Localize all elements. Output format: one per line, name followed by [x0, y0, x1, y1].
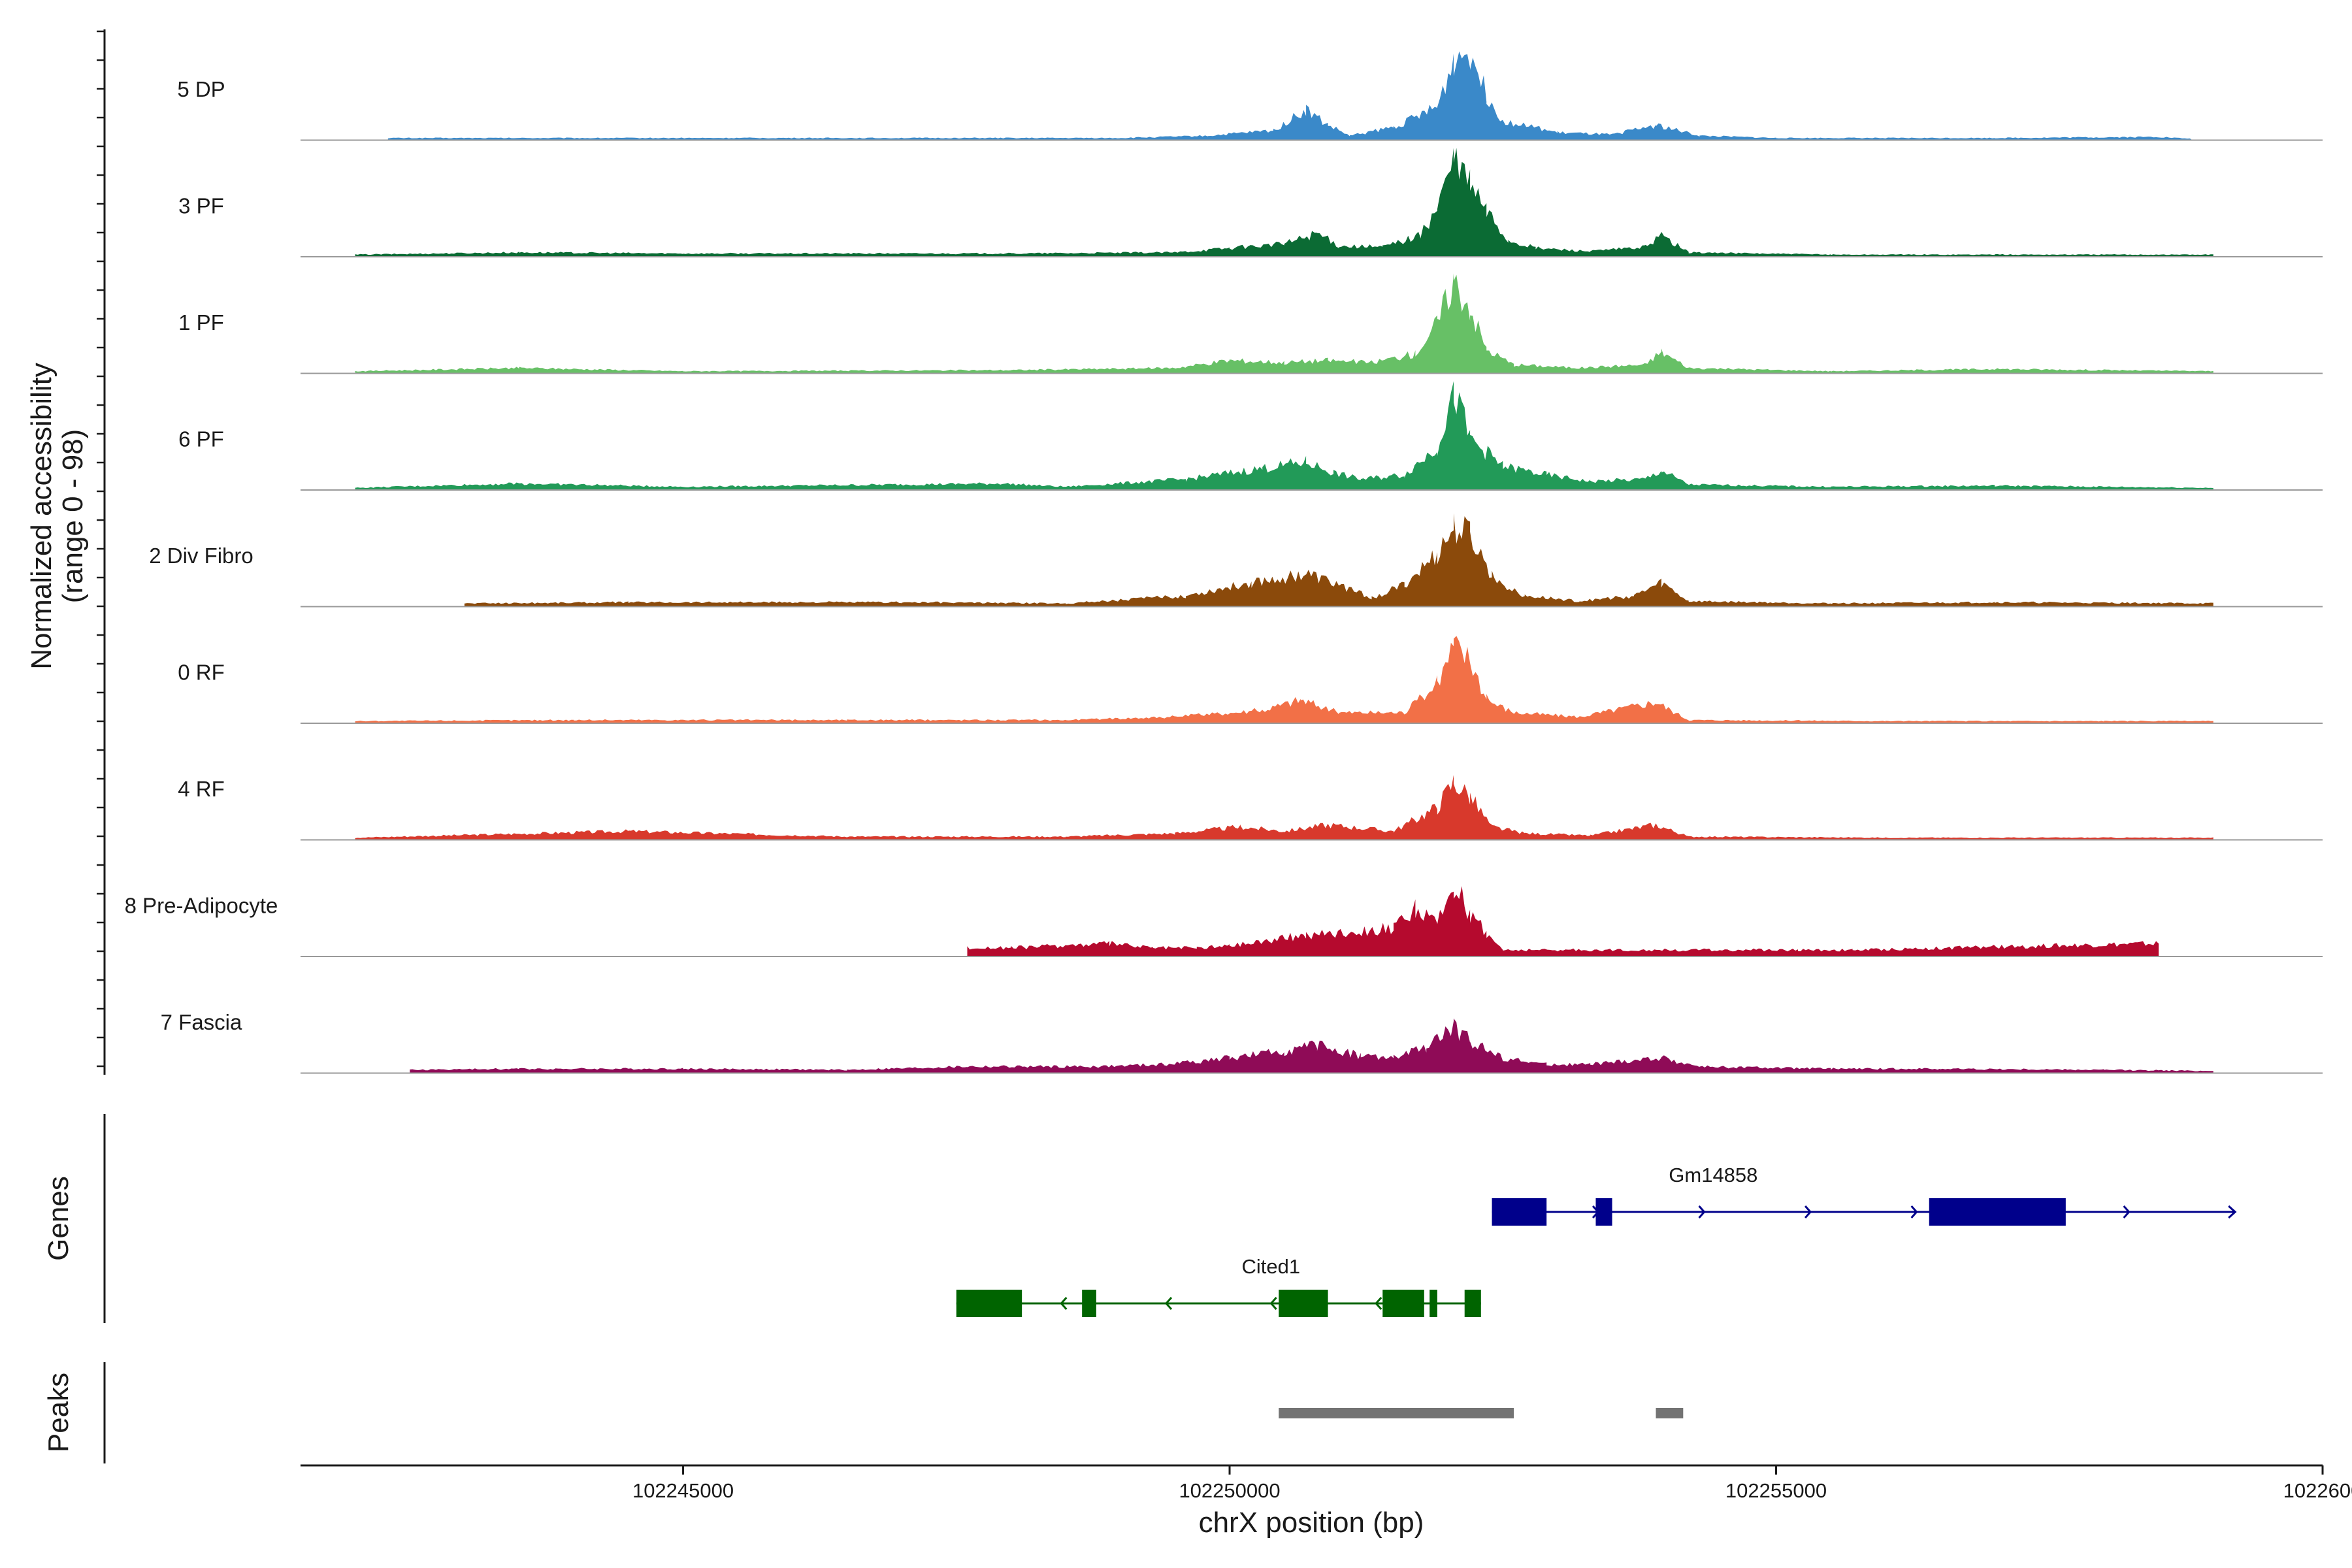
strand-arrow: [2228, 1205, 2237, 1219]
peak-annotations: [1279, 1408, 1684, 1418]
peak-block: [1656, 1408, 1684, 1418]
left-axis-group: Normalized accessibility (range 0 - 98) …: [25, 29, 106, 1463]
track-label: 3 PF: [178, 194, 224, 218]
track-area-6-pf: [355, 381, 2213, 490]
strand-arrow: [1804, 1205, 1812, 1218]
strand-arrow: [1269, 1297, 1277, 1310]
x-tick-label: 102250000: [1179, 1479, 1280, 1502]
strand-arrow: [1698, 1205, 1706, 1218]
track-1-pf: 1 PF: [178, 273, 2323, 374]
x-tick-label: 102245000: [632, 1479, 734, 1502]
strand-arrow: [1910, 1205, 1918, 1218]
track-area-8-pre-adipocyte: [967, 886, 2159, 956]
x-tick-label: 1022600: [2283, 1479, 2352, 1502]
track-label: 4 RF: [178, 777, 225, 801]
exon-block: [1929, 1198, 2066, 1226]
track-area-5-dp: [387, 51, 2213, 140]
track-0-rf: 0 RF: [178, 636, 2323, 724]
exon-block: [1492, 1198, 1547, 1226]
track-8-pre-adipocyte: 8 Pre-Adipocyte: [125, 886, 2323, 957]
track-4-rf: 4 RF: [178, 775, 2323, 841]
exon-block: [1429, 1290, 1437, 1317]
gene-label: Cited1: [1241, 1255, 1300, 1278]
exon-block: [956, 1290, 1022, 1317]
exon-block: [1464, 1290, 1481, 1317]
track-label: 6 PF: [178, 427, 224, 451]
track-label: 0 RF: [178, 661, 225, 685]
x-axis: 102245000 102250000 102255000 1022600 chrX …: [301, 1464, 2352, 1539]
track-area-4-rf: [355, 775, 2213, 840]
coverage-tracks: 5 DP 3 PF 1 PF 6 PF 2 Div Fibro 0 RF 4 RF 8 Pre…: [125, 51, 2323, 1074]
peak-block: [1279, 1408, 1514, 1418]
exon-block: [1082, 1290, 1096, 1317]
exon-block: [1279, 1290, 1328, 1317]
track-area-0-rf: [355, 636, 2213, 723]
strand-arrow: [1375, 1297, 1382, 1310]
peaks-track-title: Peaks: [42, 1373, 74, 1452]
track-label: 2 Div Fibro: [149, 544, 253, 568]
track-6-pf: 6 PF: [178, 381, 2323, 491]
accessibility-axis-ticks: [97, 30, 105, 1068]
strand-arrow: [1060, 1297, 1068, 1310]
x-axis-ticks: 102245000 102250000 102255000 1022600: [632, 1465, 2352, 1502]
track-area-3-pf: [355, 148, 2213, 257]
gene-cited1: Cited1: [956, 1255, 1481, 1317]
track-label: 5 DP: [177, 77, 225, 101]
gene-gm14858: Gm14858: [1492, 1164, 2237, 1226]
gene-annotations: Gm14858 Cited1: [956, 1164, 2237, 1317]
genes-track-title: Genes: [42, 1176, 74, 1261]
track-label: 1 PF: [178, 310, 224, 335]
track-area-7-fascia: [410, 1018, 2213, 1073]
y-axis-title: Normalized accessibility: [25, 363, 57, 669]
gene-label: Gm14858: [1669, 1164, 1757, 1186]
track-3-pf: 3 PF: [178, 148, 2323, 257]
track-2-div-fibro: 2 Div Fibro: [149, 513, 2323, 608]
x-axis-title: chrX position (bp): [1199, 1507, 1424, 1539]
exon-block: [1382, 1290, 1424, 1317]
track-label: 7 Fascia: [161, 1010, 242, 1034]
track-area-1-pf: [355, 273, 2213, 374]
y-axis-range: (range 0 - 98): [57, 429, 89, 604]
track-label: 8 Pre-Adipocyte: [125, 894, 278, 918]
strand-arrow: [2123, 1205, 2131, 1218]
strand-arrow: [1164, 1297, 1173, 1310]
track-7-fascia: 7 Fascia: [161, 1010, 2323, 1074]
x-tick-label: 102255000: [1725, 1479, 1827, 1502]
track-5-dp: 5 DP: [177, 51, 2323, 141]
track-area-2-div-fibro: [464, 513, 2213, 607]
exon-block: [1595, 1198, 1612, 1226]
